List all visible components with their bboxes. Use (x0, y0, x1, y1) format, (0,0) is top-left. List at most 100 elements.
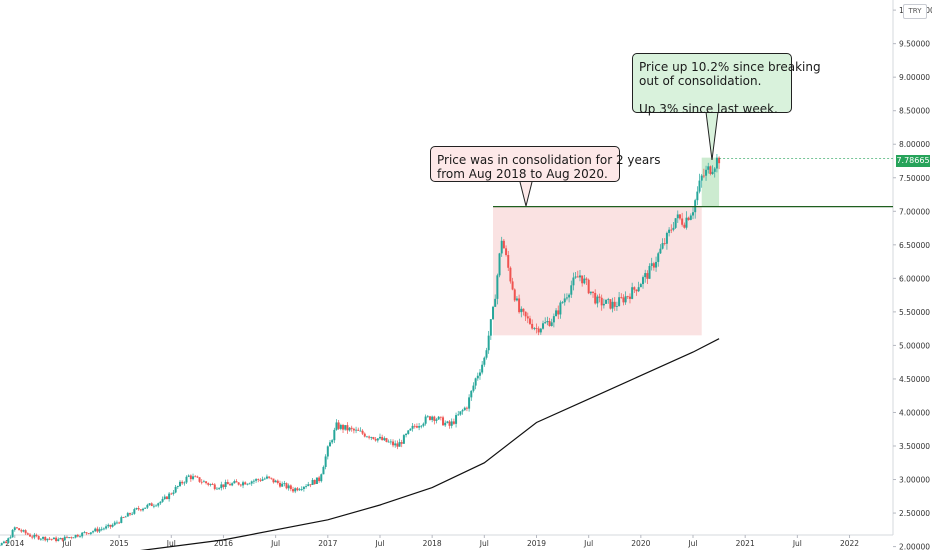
candle-body (652, 263, 655, 268)
candle-body (365, 436, 368, 438)
candle-body (244, 482, 247, 485)
candle-body (557, 310, 560, 315)
candle-body (348, 427, 351, 431)
candle-body (252, 480, 255, 482)
annotation-line: Up 3% since last week. (639, 102, 778, 116)
candle-body (396, 443, 399, 447)
y-tick-label: 8.00000 (899, 140, 930, 149)
candle-body (628, 296, 631, 299)
candle-body (307, 484, 310, 487)
y-tick-label: 2.50000 (899, 509, 930, 518)
candle-body (133, 509, 136, 514)
candle-body (189, 475, 192, 480)
candle-body (494, 298, 497, 307)
candle-body (15, 527, 18, 529)
candle-body (200, 481, 203, 483)
candle-body (337, 422, 340, 429)
candle-body (359, 430, 362, 432)
breakout-callout-pointer (705, 111, 719, 161)
candle-body (500, 240, 503, 254)
candle-body (81, 532, 84, 537)
candle-body (613, 301, 616, 307)
candle-body (385, 438, 388, 442)
consolidation-annotation[interactable]: Price was in consolidation for 2 years f… (430, 146, 660, 182)
candle-body (509, 267, 512, 282)
candle-body (72, 537, 75, 539)
candle-body (131, 513, 134, 515)
candle-body (439, 416, 442, 418)
y-tick-label: 7.00000 (899, 207, 930, 216)
candle-body (102, 528, 105, 530)
candle-body (126, 513, 129, 517)
candle-body (261, 479, 264, 481)
candle-body (0, 543, 3, 546)
candle-body (596, 296, 599, 304)
candle-body (239, 484, 242, 486)
candle-body (202, 481, 205, 483)
y-tick-label: 6.00000 (899, 274, 930, 283)
candle-body (411, 425, 414, 429)
candle-body (94, 528, 97, 532)
x-tick-label: Jul (792, 539, 802, 548)
candle-body (89, 532, 92, 534)
candle-body (631, 287, 634, 299)
candle-body (561, 302, 564, 304)
y-tick-label: 4.00000 (899, 408, 930, 417)
candle-body (398, 442, 401, 447)
candle-body (331, 440, 334, 443)
candle-body (100, 528, 103, 530)
candle-body (2, 541, 5, 544)
candle-body (259, 479, 262, 481)
candle-body (409, 428, 412, 431)
candle-body (44, 536, 47, 541)
candle-body (446, 421, 449, 423)
candle-body (550, 322, 553, 326)
x-tick-label: Jul (270, 539, 280, 548)
candle-body (222, 484, 225, 487)
candle-body (161, 498, 164, 502)
candle-body (213, 484, 216, 490)
candle-body (615, 306, 618, 307)
candle-body (376, 438, 379, 441)
candle-body (513, 289, 516, 301)
y-tick-label: 9.50000 (899, 40, 930, 49)
candle-body (233, 481, 236, 484)
candle-body (661, 243, 664, 249)
candle-body (76, 534, 79, 537)
x-tick-label: 2020 (631, 539, 650, 548)
candle-body (272, 478, 275, 483)
candle-body (433, 416, 436, 421)
annotation-line: Price up 10.2% since breaking (639, 60, 821, 74)
annotation-line: from Aug 2018 to Aug 2020. (437, 167, 608, 181)
candle-body (515, 298, 518, 301)
candle-body (381, 436, 384, 441)
candle-body (426, 416, 429, 418)
candle-body (709, 166, 712, 174)
candle-body (700, 175, 703, 181)
candle-body (215, 488, 218, 490)
candle-body (418, 426, 421, 428)
candle-body (224, 482, 227, 487)
candle-body (676, 214, 679, 219)
candle-body (250, 481, 253, 484)
candle-body (46, 538, 49, 541)
candle-body (715, 157, 718, 169)
candle-body (463, 407, 466, 411)
candle-body (698, 180, 701, 192)
candle-body (518, 298, 521, 313)
candle-body (357, 429, 360, 431)
candle-body (209, 484, 212, 485)
candle-body (257, 479, 260, 480)
candle-body (444, 422, 447, 426)
candle-body (152, 505, 155, 507)
breakout-annotation[interactable]: Price up 10.2% since breaking out of con… (632, 53, 821, 116)
candle-body (326, 446, 329, 457)
candle-body (639, 284, 642, 288)
currency-badge[interactable]: TRY (903, 4, 927, 19)
candle-body (146, 504, 149, 508)
candle-body (565, 297, 568, 299)
x-tick-label: 2022 (840, 539, 859, 548)
x-tick-label: 2014 (5, 539, 24, 548)
candle-body (542, 323, 545, 329)
